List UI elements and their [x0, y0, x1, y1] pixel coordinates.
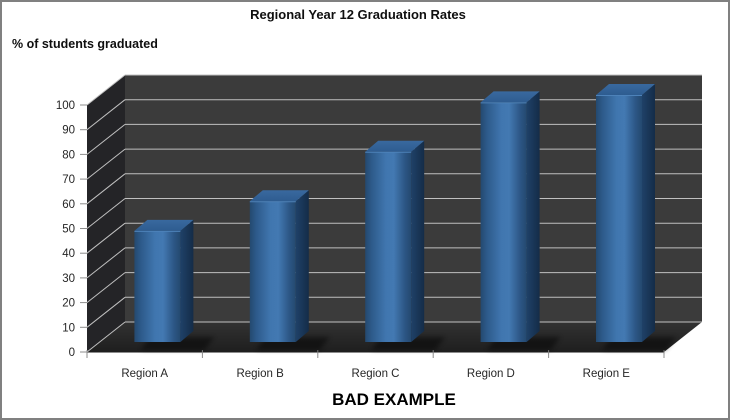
y-tick-label: 0 — [69, 347, 75, 359]
y-tick-label: 90 — [62, 125, 75, 137]
x-category-label: Region D — [467, 368, 515, 380]
y-tick-label: 40 — [62, 248, 75, 260]
x-category-label: Region B — [236, 368, 284, 380]
gridline-side — [86, 173, 126, 205]
gridline-side — [86, 247, 126, 279]
y-tick-label: 60 — [62, 199, 75, 211]
y-tick-label: 10 — [62, 322, 75, 334]
bar-top-face — [365, 140, 425, 152]
gridline-side — [86, 296, 126, 328]
gridline-side — [86, 148, 126, 180]
bar-region-d[interactable] — [480, 91, 540, 342]
x-category-label: Region C — [352, 368, 400, 380]
bar-front-face — [249, 201, 296, 342]
bar-region-b[interactable] — [249, 190, 309, 342]
y-tick-label: 100 — [56, 100, 75, 112]
chart-title: Regional Year 12 Graduation Rates — [250, 7, 466, 22]
y-tick-label: 20 — [62, 298, 75, 310]
bar-side-face — [180, 219, 194, 342]
gridline-side — [86, 321, 126, 353]
bar-top-face — [480, 91, 540, 103]
bar-region-c[interactable] — [365, 140, 425, 342]
gridline-side — [86, 272, 126, 303]
bar-region-a[interactable] — [134, 219, 194, 342]
x-category-label: Region A — [121, 368, 168, 380]
bar-front-face — [480, 102, 527, 342]
bar-side-face — [411, 140, 425, 342]
bar-top-face — [134, 219, 194, 231]
bar-front-face — [365, 151, 412, 342]
bar-side-face — [526, 91, 540, 342]
bar-side-face — [642, 84, 655, 342]
gridline-side — [86, 124, 126, 155]
y-axis-title: % of students graduated — [12, 37, 158, 51]
y-tick-label: 50 — [62, 224, 75, 236]
bar-region-e[interactable] — [596, 84, 655, 342]
gridline-side — [86, 198, 126, 229]
gridline-side — [86, 74, 126, 106]
gridline-side — [86, 222, 126, 254]
bar-top-face — [249, 190, 309, 202]
bar-front-face — [134, 230, 181, 342]
gridline-side — [86, 99, 126, 131]
caption-bad-example: BAD EXAMPLE — [332, 390, 456, 409]
y-tick-label: 70 — [62, 174, 75, 186]
bar-side-face — [295, 190, 309, 342]
y-tick-label: 30 — [62, 273, 75, 285]
x-category-label: Region E — [583, 368, 631, 380]
bar-top-face — [596, 84, 655, 95]
y-tick-label: 80 — [62, 149, 75, 161]
bar-front-face — [596, 95, 642, 342]
